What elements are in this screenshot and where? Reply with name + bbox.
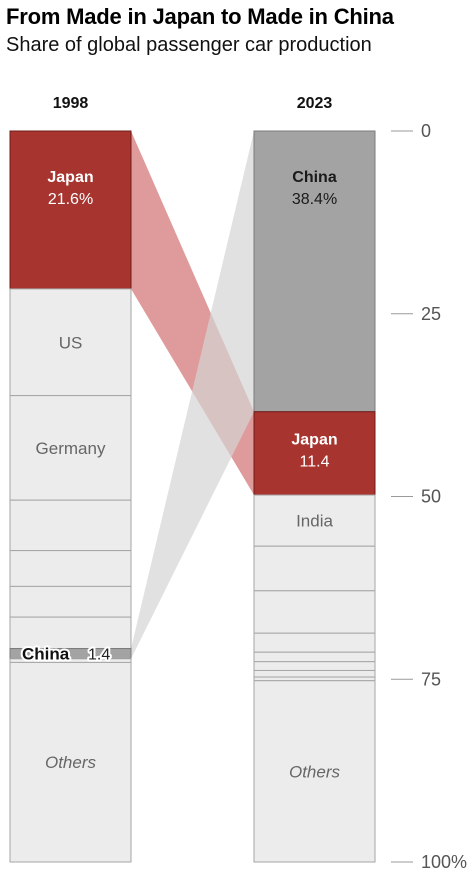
- segment-label-2023-china-value: 38.4%: [292, 191, 337, 208]
- y-tick-label-2: 50: [421, 487, 441, 507]
- y-tick-label-1: 25: [421, 304, 441, 324]
- bar-segment-2023-unlabeled-4: [253, 590, 376, 634]
- bar-segment-2023-unlabeled-3: [253, 545, 376, 592]
- segment-label-1998-japan-value: 21.6%: [48, 191, 93, 208]
- segment-label-2023-india-name: India: [296, 512, 333, 531]
- bar-segment-2023-unlabeled-9: [253, 676, 376, 682]
- bar-segment-1998-japan: [9, 130, 132, 290]
- column-label-1998: 1998: [53, 95, 89, 112]
- bar-segment-1998-unlabeled-3: [9, 499, 132, 552]
- segment-label-1998-germany-name: Germany: [36, 439, 106, 458]
- segment-label-2023-japan-value: 11.4: [300, 454, 330, 471]
- bar-segment-2023-india: [253, 494, 376, 547]
- flow-link-china: [131, 131, 254, 659]
- segment-label-1998-japan-name: Japan: [47, 169, 93, 186]
- y-tick-label-3: 75: [421, 669, 441, 689]
- bar-segment-1998-us: [9, 288, 132, 397]
- column-label-2023: 2023: [297, 95, 333, 112]
- bar-segment-1998-unlabeled-6: [9, 616, 132, 650]
- segment-label-2023-others-name: Others: [289, 762, 341, 781]
- bar-segment-2023-japan: [253, 411, 376, 496]
- flow-links: [131, 131, 254, 659]
- bar-segment-1998-unlabeled-5: [9, 585, 132, 618]
- chart-title: From Made in Japan to Made in China: [6, 4, 394, 29]
- chart-subtitle: Share of global passenger car production: [6, 34, 372, 56]
- column-headers: 1998 2023: [53, 95, 333, 112]
- y-axis: 0 25 50 75 100%: [391, 121, 467, 872]
- bar-segment-2023-unlabeled-7: [253, 661, 376, 671]
- segment-label-1998-us-name: US: [59, 333, 83, 352]
- bar-columns: [9, 130, 376, 863]
- y-tick-label-0: 0: [421, 121, 431, 141]
- bar-segment-2023-unlabeled-8: [253, 669, 376, 678]
- segment-label-1998-china-name: China: [22, 645, 70, 664]
- segment-label-2023-japan-name: Japan: [291, 432, 337, 449]
- bar-segment-1998-others: [9, 661, 132, 863]
- segment-label-1998-others-name: Others: [45, 753, 97, 772]
- bar-segment-2023-unlabeled-5: [253, 632, 376, 653]
- segment-labels: Japan 21.6% US Germany China 1.4 Others China 38…: [20, 169, 341, 781]
- y-tick-label-4: 100%: [421, 852, 467, 872]
- bar-segment-1998-germany: [9, 395, 132, 501]
- bar-segment-2023-others: [253, 680, 376, 863]
- bar-segment-2023-china: [253, 130, 376, 413]
- bar-segment-1998-unlabeled-4: [9, 550, 132, 587]
- segment-label-2023-china-name: China: [292, 169, 337, 186]
- segment-label-1998-china-value: 1.4: [88, 647, 110, 664]
- bar-segment-2023-unlabeled-6: [253, 651, 376, 663]
